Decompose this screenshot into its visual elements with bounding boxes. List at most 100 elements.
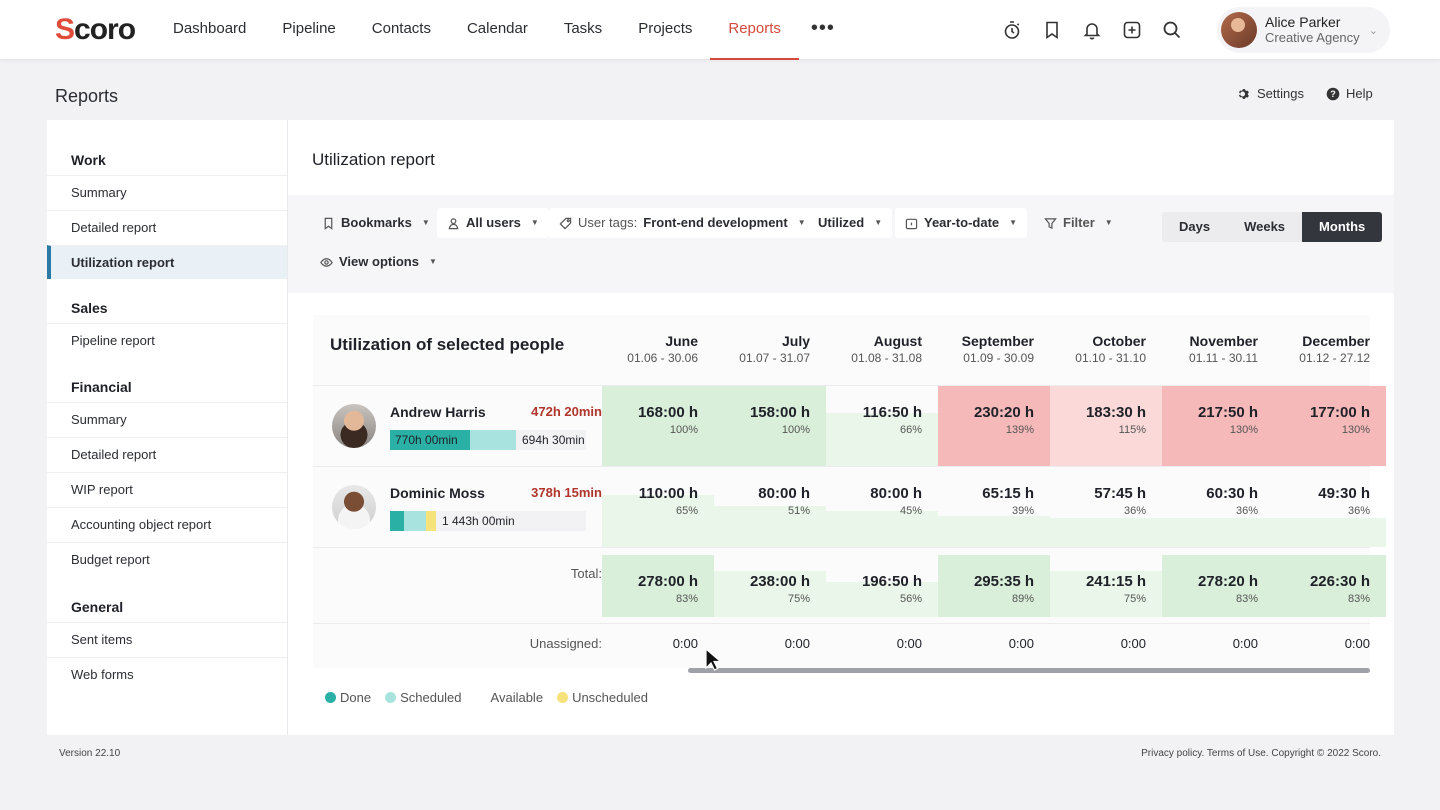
cell-text: 183:30 h 115% xyxy=(1050,404,1146,436)
utilization-cell: 241:15 h 75% xyxy=(1050,555,1162,617)
table-title: Utilization of selected people xyxy=(330,335,565,354)
sidebar-item-summary[interactable]: Summary xyxy=(47,402,287,436)
settings-link[interactable]: Settings xyxy=(1237,86,1304,101)
utilization-fill xyxy=(1274,555,1386,617)
month-name: August xyxy=(873,333,922,349)
row-divider xyxy=(313,623,1370,624)
utilized-dropdown[interactable]: Utilized ▼ xyxy=(808,208,893,238)
unassigned-value: 0:00 xyxy=(784,636,810,651)
cell-text: 196:50 h 56% xyxy=(826,573,922,605)
cell-percent: 83% xyxy=(1347,593,1370,605)
row-divider xyxy=(313,385,1370,386)
cell-hours: 295:35 h xyxy=(973,573,1034,590)
nav-projects[interactable]: Projects xyxy=(638,20,693,37)
bar-done xyxy=(390,511,404,531)
cell-percent: 83% xyxy=(675,593,698,605)
nav-dashboard[interactable]: Dashboard xyxy=(173,20,247,37)
cell-text: 158:00 h 100% xyxy=(714,404,810,436)
help-link[interactable]: ? Help xyxy=(1326,86,1373,101)
utilization-cell: 230:20 h 139% xyxy=(938,386,1050,466)
bookmarks-dropdown[interactable]: Bookmarks ▼ xyxy=(312,208,440,238)
footer-links[interactable]: Privacy policy. Terms of Use. Copyright … xyxy=(1141,748,1381,759)
unassigned-value: 0:00 xyxy=(1344,636,1370,651)
sidebar-item-web-forms[interactable]: Web forms xyxy=(47,657,287,691)
sidebar-item-sent-items[interactable]: Sent items xyxy=(47,622,287,656)
unassigned-value: 0:00 xyxy=(1120,636,1146,651)
sidebar-item-summary[interactable]: Summary xyxy=(47,175,287,209)
bell-icon[interactable] xyxy=(1080,18,1104,42)
nav-tasks[interactable]: Tasks xyxy=(563,20,603,37)
utilization-cell: 177:00 h 130% xyxy=(1274,386,1386,466)
nav-pipeline[interactable]: Pipeline xyxy=(282,20,336,37)
add-icon[interactable] xyxy=(1120,18,1144,42)
utilization-fill xyxy=(938,515,1050,547)
sidebar-item-budget-report[interactable]: Budget report xyxy=(47,542,287,576)
utilization-fill xyxy=(602,555,714,617)
month-range: 01.08 - 31.08 xyxy=(851,351,922,365)
sidebar-item-wip-report[interactable]: WIP report xyxy=(47,472,287,506)
sidebar-group-financial: Financial xyxy=(71,379,132,395)
cell-hours: 196:50 h xyxy=(861,573,922,590)
utilized-label: Utilized xyxy=(818,215,865,230)
caret-down-icon: ▼ xyxy=(428,257,437,266)
nav-reports[interactable]: Reports xyxy=(710,0,799,60)
view-months-button[interactable]: Months xyxy=(1302,212,1383,242)
search-icon[interactable] xyxy=(1160,18,1184,42)
view-weeks-button[interactable]: Weeks xyxy=(1227,212,1303,242)
sidebar-group-work: Work xyxy=(71,152,106,168)
sidebar-item-pipeline-report[interactable]: Pipeline report xyxy=(47,323,287,357)
period-dropdown[interactable]: Year-to-date ▼ xyxy=(895,208,1028,238)
user-menu[interactable]: Alice Parker Creative Agency ⌄ xyxy=(1217,7,1390,53)
cell-hours: 57:45 h xyxy=(1094,485,1146,502)
utilization-fill xyxy=(1274,518,1386,547)
utilization-cell: 238:00 h 75% xyxy=(714,555,826,617)
person-name[interactable]: Dominic Moss xyxy=(390,485,485,501)
bookmark-icon[interactable] xyxy=(1040,18,1064,42)
sidebar-item-detailed-report[interactable]: Detailed report xyxy=(47,437,287,471)
nav-contacts[interactable]: Contacts xyxy=(371,20,431,37)
legend-item-available: Available xyxy=(475,690,543,705)
cell-text: 230:20 h 139% xyxy=(938,404,1034,436)
utilization-fill xyxy=(714,506,826,547)
help-label: Help xyxy=(1346,86,1373,101)
user-tags-value: Front-end development xyxy=(643,215,788,230)
sidebar-item-accounting-object-report[interactable]: Accounting object report xyxy=(47,507,287,541)
utilization-fill xyxy=(1050,570,1162,617)
cell-hours: 158:00 h xyxy=(749,404,810,421)
nav-calendar[interactable]: Calendar xyxy=(466,20,528,37)
cell-hours: 183:30 h xyxy=(1085,404,1146,421)
cell-text: 177:00 h 130% xyxy=(1274,404,1370,436)
utilization-fill xyxy=(1162,518,1274,547)
utilization-fill xyxy=(938,386,1050,466)
person-name[interactable]: Andrew Harris xyxy=(390,404,486,420)
sidebar-group-sales: Sales xyxy=(71,300,108,316)
legend-item-done: Done xyxy=(325,690,371,705)
users-dropdown[interactable]: All users ▼ xyxy=(437,208,549,238)
cell-text: 238:00 h 75% xyxy=(714,573,810,605)
user-tags-dropdown[interactable]: User tags: Front-end development ▼ xyxy=(549,208,816,238)
filter-dropdown[interactable]: Filter ▼ xyxy=(1034,208,1123,238)
view-days-button[interactable]: Days xyxy=(1162,212,1228,242)
chevron-down-icon: ⌄ xyxy=(1368,25,1378,37)
cell-hours: 80:00 h xyxy=(870,485,922,502)
cell-hours: 217:50 h xyxy=(1197,404,1258,421)
utilization-cell: 278:20 h 83% xyxy=(1162,555,1274,617)
cell-percent: 100% xyxy=(669,424,698,436)
view-options-dropdown[interactable]: View options ▼ xyxy=(310,247,447,277)
horizontal-scrollbar[interactable] xyxy=(688,668,1370,673)
row-divider xyxy=(313,547,1370,548)
user-name: Alice Parker xyxy=(1265,14,1341,30)
help-icon: ? xyxy=(1326,87,1340,100)
cell-text: 278:00 h 83% xyxy=(602,573,698,605)
utilization-fill xyxy=(1050,518,1162,547)
person-capacity-bar: 1 443h 00min xyxy=(390,511,586,531)
more-icon[interactable]: ••• xyxy=(810,17,835,39)
sidebar-item-detailed-report[interactable]: Detailed report xyxy=(47,210,287,244)
month-header: December 01.12 - 27.12 xyxy=(1274,333,1386,365)
month-name: June xyxy=(665,333,698,349)
timer-icon[interactable] xyxy=(1000,18,1024,42)
gear-icon xyxy=(1238,88,1249,99)
month-header: June 01.06 - 30.06 xyxy=(602,333,714,365)
sidebar-item-utilization-report[interactable]: Utilization report xyxy=(47,245,287,279)
